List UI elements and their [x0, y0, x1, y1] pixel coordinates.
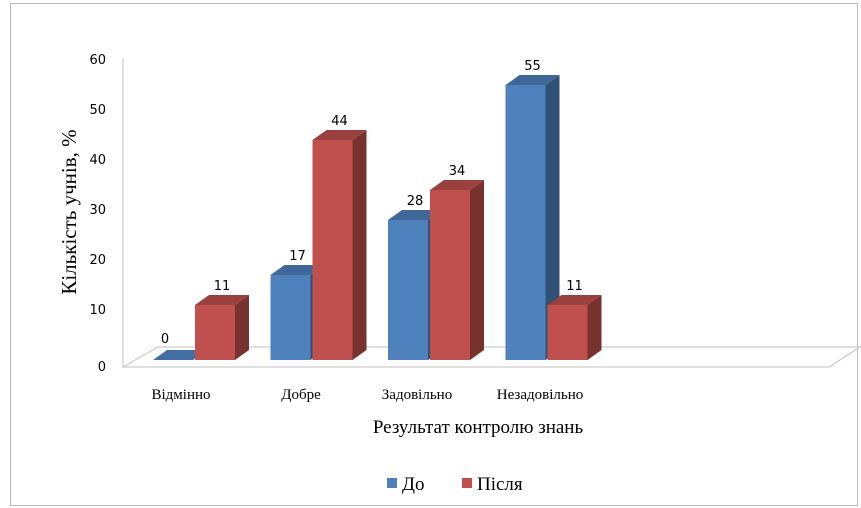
bar-side: [352, 130, 367, 360]
data-label: 44: [331, 114, 348, 129]
bar-front: [270, 275, 311, 360]
bar-front: [505, 85, 546, 360]
legend: До Після: [387, 474, 523, 495]
bar-front: [430, 190, 470, 360]
y-tick-label: 50: [89, 103, 106, 118]
data-label: 11: [214, 279, 231, 294]
bar-front: [195, 305, 235, 360]
bar-top: [430, 180, 484, 190]
data-label: 55: [524, 59, 541, 74]
legend-swatch-do: [387, 478, 397, 488]
x-tick-label: Добре: [281, 387, 321, 403]
bar-top: [312, 130, 367, 140]
bar-top: [153, 350, 207, 360]
bar: [195, 295, 249, 360]
bar-side: [235, 295, 249, 360]
data-label: 34: [449, 164, 466, 179]
y-tick-label: 60: [89, 53, 106, 68]
bar-side: [470, 180, 484, 360]
x-tick-label: Незадовільно: [497, 387, 584, 403]
bar: [430, 180, 484, 360]
bar-side: [587, 295, 602, 360]
bar-side: [545, 75, 560, 360]
bar-top: [547, 295, 602, 305]
data-label: 11: [566, 279, 583, 294]
legend-swatch-pislia: [462, 478, 472, 488]
bar: [505, 75, 560, 360]
bar-front: [547, 305, 588, 360]
data-label: 0: [161, 332, 169, 347]
y-axis-label: Кількість учнів, %: [57, 129, 81, 294]
legend-label-do: До: [402, 474, 424, 495]
legend-label-pislia: Після: [477, 474, 523, 495]
y-tick-label: 0: [98, 360, 106, 375]
bar-top: [270, 265, 325, 275]
bar: [547, 295, 602, 360]
data-label: 17: [289, 249, 306, 264]
y-tick-label: 20: [89, 253, 106, 268]
x-axis-label: Результат контролю знань: [373, 417, 584, 438]
y-tick-label: 40: [89, 153, 106, 168]
bar: [312, 130, 367, 360]
y-tick-label: 30: [89, 203, 106, 218]
x-tick-label: Задовільно: [382, 387, 452, 403]
data-label: 28: [407, 194, 424, 209]
bar-front: [312, 140, 353, 360]
bar: [153, 350, 207, 360]
bar-front: [388, 220, 428, 360]
bar-top: [195, 295, 249, 305]
y-tick-label: 10: [89, 303, 106, 318]
x-tick-label: Відмінно: [151, 387, 210, 403]
bar-top: [505, 75, 560, 85]
bar-top: [388, 210, 442, 220]
